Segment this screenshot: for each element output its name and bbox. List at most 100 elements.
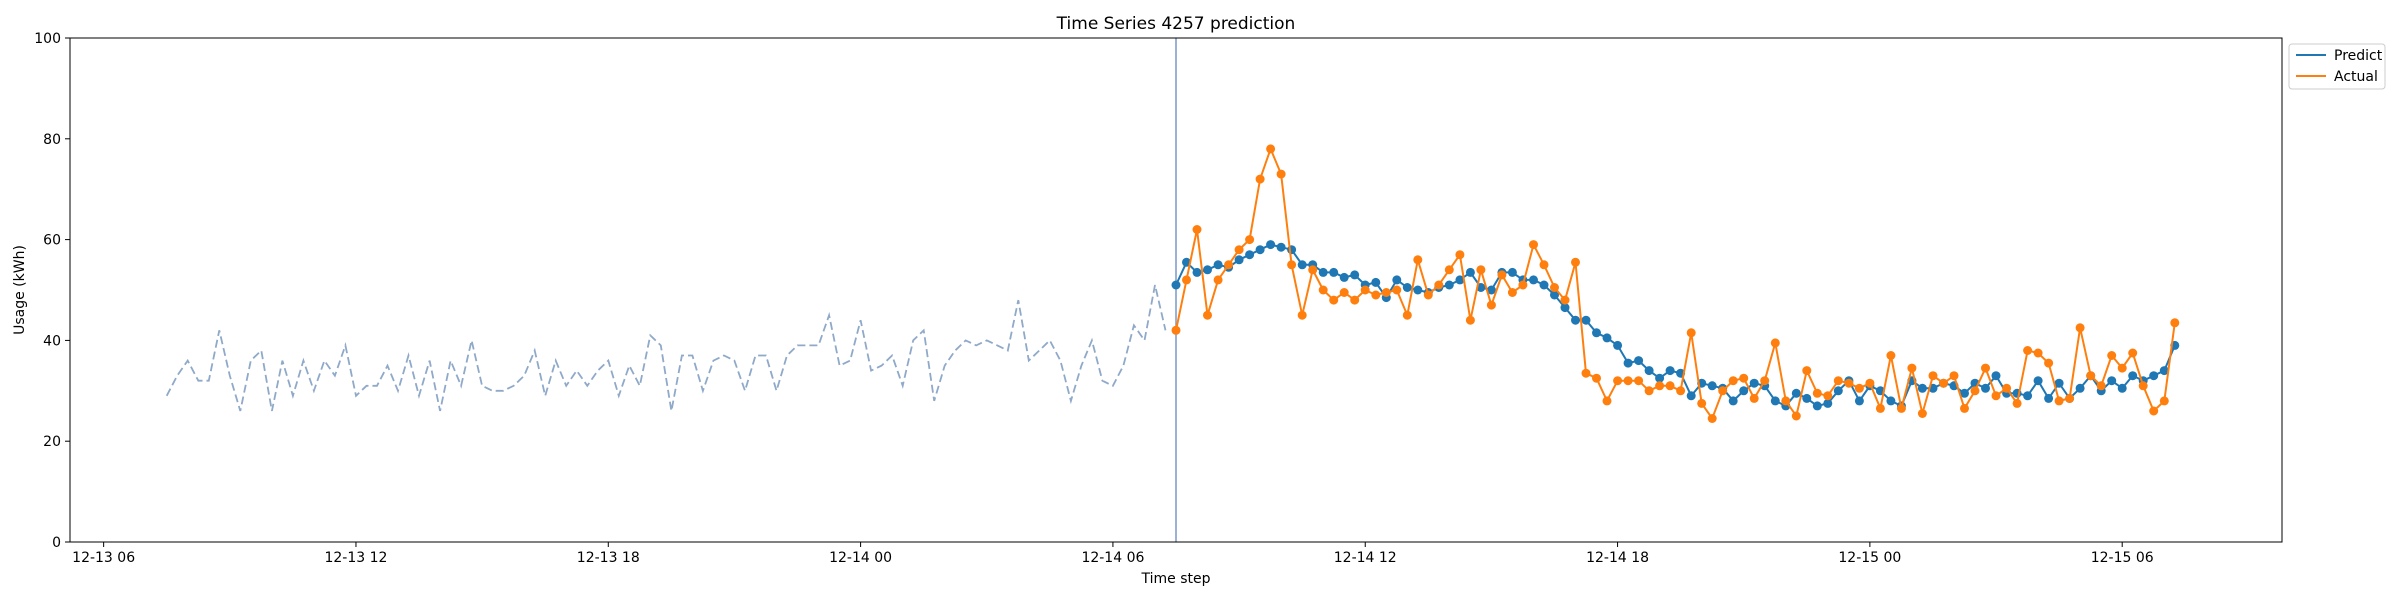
predict-point <box>1749 378 1759 388</box>
predict-point <box>1791 388 1801 398</box>
actual-point <box>1844 378 1854 388</box>
actual-point <box>1644 386 1654 396</box>
x-tick-label: 12-13 18 <box>577 550 640 566</box>
predict-point <box>1960 388 1969 398</box>
predict-point <box>1623 358 1633 368</box>
actual-point <box>1655 381 1665 391</box>
predict-point <box>1854 396 1864 406</box>
predict-point <box>1739 386 1749 396</box>
actual-point <box>1360 285 1370 295</box>
actual-point <box>2138 381 2148 391</box>
actual-point <box>1276 169 1286 179</box>
actual-point <box>1749 393 1759 403</box>
actual-point <box>2086 371 2096 381</box>
predict-point <box>1339 272 1349 282</box>
y-tick-label: 0 <box>52 535 61 551</box>
predict-point <box>1486 285 1496 295</box>
actual-point <box>1539 260 1549 270</box>
y-tick-label: 40 <box>43 333 61 349</box>
actual-point <box>1486 300 1496 310</box>
actual-point <box>1308 265 1318 275</box>
actual-point <box>1865 378 1875 388</box>
actual-point <box>1928 371 1938 381</box>
actual-point <box>1833 376 1843 386</box>
predict-point <box>1571 315 1580 325</box>
predict-point <box>1644 366 1654 376</box>
actual-point <box>2023 346 2033 355</box>
predict-point <box>1581 315 1591 325</box>
actual-point <box>1392 285 1402 295</box>
y-tick-label: 80 <box>43 132 61 148</box>
actual-point <box>1182 275 1191 285</box>
actual-point <box>1886 351 1896 360</box>
predict-point <box>1634 356 1644 366</box>
x-tick-label: 12-13 06 <box>72 550 135 566</box>
predict-point <box>1550 290 1559 300</box>
y-tick-label: 20 <box>43 434 61 450</box>
actual-point <box>1896 403 1906 413</box>
y-tick-label: 100 <box>34 31 61 47</box>
predict-point <box>1297 260 1307 270</box>
predict-point <box>1802 393 1812 403</box>
actual-point <box>1770 338 1780 348</box>
legend: Predict Actual <box>2288 43 2386 90</box>
actual-point <box>1339 288 1349 297</box>
actual-point <box>1791 411 1801 421</box>
actual-point <box>1718 386 1728 396</box>
actual-point <box>1739 373 1749 383</box>
actual-point <box>1350 295 1360 305</box>
x-tick-label: 12-14 06 <box>1081 550 1144 566</box>
actual-point <box>1507 288 1517 297</box>
predict-point <box>1371 277 1381 287</box>
actual-point <box>1560 295 1570 305</box>
actual-point <box>1255 174 1265 184</box>
predict-point <box>2075 383 2085 393</box>
actual-point <box>1623 376 1633 386</box>
predict-point <box>1245 250 1255 260</box>
actual-point <box>1571 257 1580 267</box>
actual-point <box>2075 323 2085 333</box>
actual-point <box>1203 310 1212 320</box>
actual-point <box>1550 283 1559 292</box>
actual-point <box>1697 398 1707 408</box>
actual-point <box>2128 348 2138 358</box>
actual-point <box>1917 409 1927 418</box>
actual-point <box>1981 363 1990 373</box>
actual-point <box>1760 376 1770 386</box>
actual-point <box>1949 371 1959 381</box>
predict-point <box>1455 275 1465 285</box>
actual-point <box>1686 328 1696 338</box>
plot-area <box>165 38 2180 542</box>
predict-point <box>1917 383 1927 393</box>
predict-point <box>1192 267 1202 277</box>
predict-point <box>1350 270 1360 280</box>
actual-point <box>1434 280 1444 290</box>
actual-point <box>1960 403 1969 413</box>
predict-point <box>1529 275 1538 285</box>
predict-point <box>2023 391 2033 401</box>
actual-point <box>1518 280 1528 290</box>
actual-point <box>1224 260 1234 270</box>
predict-point <box>1686 391 1696 401</box>
actual-point <box>2159 396 2169 406</box>
predict-point <box>1602 333 1612 343</box>
actual-point <box>1823 391 1833 401</box>
actual-point <box>2044 358 2054 368</box>
actual-point <box>1371 290 1381 300</box>
legend-actual-label: Actual <box>2334 69 2378 85</box>
actual-point <box>1602 396 1612 406</box>
actual-point <box>1318 285 1328 295</box>
actual-point <box>1707 414 1717 423</box>
actual-point <box>2117 363 2127 373</box>
actual-point <box>1529 240 1538 250</box>
actual-point <box>1245 235 1255 245</box>
predict-point <box>1833 386 1843 396</box>
legend-predict-label: Predict <box>2334 48 2383 64</box>
predict-point <box>1592 328 1601 338</box>
predict-point <box>1707 381 1717 391</box>
actual-point <box>1423 290 1433 300</box>
axis-ticks: 0 20 40 60 80 100 12-13 06 12-13 12 12-13 18 12-1… <box>34 31 2153 566</box>
actual-point <box>1875 403 1885 413</box>
y-tick-label: 60 <box>43 233 61 249</box>
